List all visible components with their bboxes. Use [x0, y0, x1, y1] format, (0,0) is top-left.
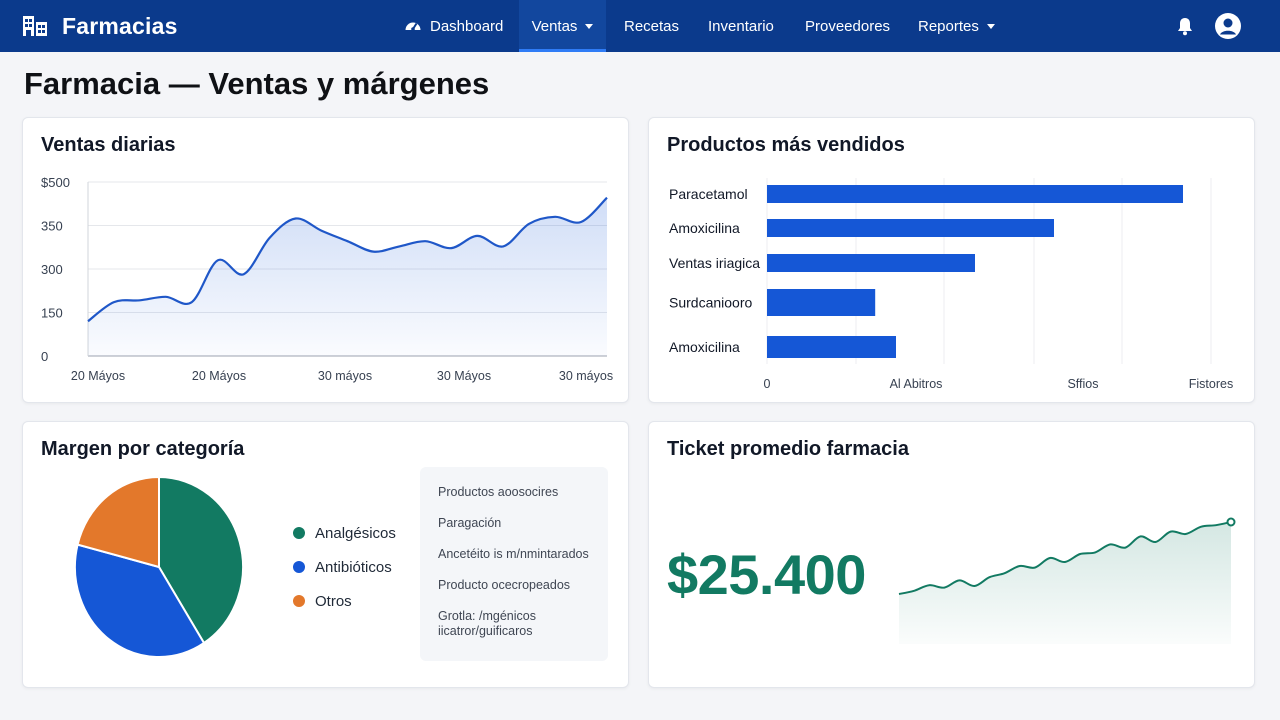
bar — [767, 219, 1054, 237]
x-tick-label: 20 Máyos — [71, 369, 125, 383]
legend-label: Analgésicos — [315, 524, 396, 542]
y-tick-label: 0 — [41, 349, 48, 364]
bar-category-label: Amoxicilina — [669, 339, 740, 355]
nav-recetas[interactable]: Recetas — [624, 0, 679, 52]
pie-legend: Analgésicos Antibióticos Otros — [293, 516, 396, 618]
bar-category-label: Ventas iriagica — [669, 255, 760, 271]
bar — [767, 336, 896, 358]
card-margen: Margen por categoría Analgésicos Antibió… — [22, 421, 629, 688]
note-line: Productos aoosocires — [438, 485, 559, 499]
legend-swatch — [293, 561, 305, 573]
y-tick-label: 300 — [41, 262, 63, 277]
notifications-button[interactable] — [1176, 0, 1194, 52]
card-productos: Productos más vendidos Paracetamol Amoxic… — [648, 117, 1255, 403]
legend-swatch — [293, 527, 305, 539]
legend-swatch — [293, 595, 305, 607]
card-title: Ticket promedio farmacia — [667, 438, 909, 460]
note-line: Producto ocecropeados — [438, 578, 571, 592]
y-tick-label: $500 — [41, 175, 70, 190]
ventas-diarias-chart: $500 350 300 150 0 20 Máyos 20 Máyos 30 máyos 30… — [41, 175, 613, 383]
card-ticket: Ticket promedio farmacia $25.400 — [648, 421, 1255, 688]
note-line: Paragación — [438, 516, 502, 530]
card-title: Productos más vendidos — [667, 134, 905, 156]
bar — [767, 289, 876, 316]
top-navbar: Farmacias Dashboard Ventas Recetas Inven… — [0, 0, 1280, 52]
series-line — [87, 196, 608, 323]
chevron-down-icon — [585, 23, 594, 29]
user-avatar-icon — [1214, 12, 1242, 40]
x-tick-label: 0 — [764, 377, 771, 391]
productos-chart: Paracetamol Amoxicilina Ventas iriagica Sur… — [669, 178, 1233, 391]
nav-recetas-label: Recetas — [624, 17, 680, 35]
y-tick-label: 150 — [41, 306, 63, 321]
nav-ventas-label: Ventas — [531, 17, 578, 35]
nav-dashboard-label: Dashboard — [430, 17, 504, 35]
area-fill — [88, 197, 607, 356]
nav-inventario[interactable]: Inventario — [708, 0, 774, 52]
note-line: iicatror/guificaros — [438, 624, 533, 638]
page-title: Farmacia — Ventas y márgenes — [24, 66, 490, 101]
bell-icon — [1176, 16, 1194, 36]
nav-reportes[interactable]: Reportes — [918, 0, 995, 52]
note-line: Grotla: /mgénicos — [438, 609, 536, 623]
bar-category-label: Amoxicilina — [669, 220, 740, 236]
pie-slice — [76, 475, 160, 569]
x-tick-label: 30 Máyos — [437, 369, 491, 383]
speedometer-icon — [404, 17, 422, 35]
note-line: Ancetéito is m/nmintarados — [438, 547, 589, 561]
card-title: Margen por categoría — [41, 438, 245, 460]
x-tick-label: Sffios — [1067, 377, 1098, 391]
building-icon — [22, 11, 48, 42]
ticket-value: $25.400 — [667, 543, 866, 606]
notes-panel: Productos aoosocires Paragación Ancetéit… — [420, 467, 608, 661]
bar-category-label: Surdcaniooro — [669, 295, 752, 311]
nav-proveedores-label: Proveedores — [805, 17, 891, 35]
legend-item: Antibióticos — [293, 550, 396, 584]
legend-label: Otros — [315, 592, 352, 610]
pie-slice — [73, 543, 206, 658]
y-tick-label: 350 — [41, 219, 63, 234]
brand[interactable]: Farmacias — [22, 0, 178, 52]
bar — [767, 185, 1183, 203]
card-ventas-diarias: Ventas diarias $500 350 300 150 0 20 Máyos 20 … — [22, 117, 629, 403]
bar — [767, 254, 975, 272]
x-tick-label: 20 Máyos — [192, 369, 246, 383]
margen-pie-chart — [73, 475, 244, 658]
series-line — [898, 521, 1232, 595]
legend-item: Otros — [293, 584, 396, 618]
nav-dashboard[interactable]: Dashboard — [404, 0, 503, 52]
ticket-sparkline — [898, 517, 1236, 644]
x-tick-label: 30 máyos — [318, 369, 372, 383]
area-fill — [899, 522, 1231, 644]
legend-label: Antibióticos — [315, 558, 392, 576]
nav-ventas[interactable]: Ventas — [519, 0, 606, 52]
app-name: Farmacias — [62, 12, 178, 39]
nav-proveedores[interactable]: Proveedores — [805, 0, 890, 52]
x-tick-label: Fistores — [1189, 377, 1233, 391]
end-point-marker — [1226, 517, 1236, 527]
bar-category-label: Paracetamol — [669, 186, 748, 202]
nav-inventario-label: Inventario — [708, 17, 774, 35]
x-tick-label: 30 máyos — [559, 369, 613, 383]
nav-reportes-label: Reportes — [918, 17, 979, 35]
legend-item: Analgésicos — [293, 516, 396, 550]
card-title: Ventas diarias — [41, 134, 176, 156]
chevron-down-icon — [986, 23, 995, 29]
user-menu[interactable] — [1214, 0, 1247, 52]
x-tick-label: Al Abitros — [890, 377, 943, 391]
